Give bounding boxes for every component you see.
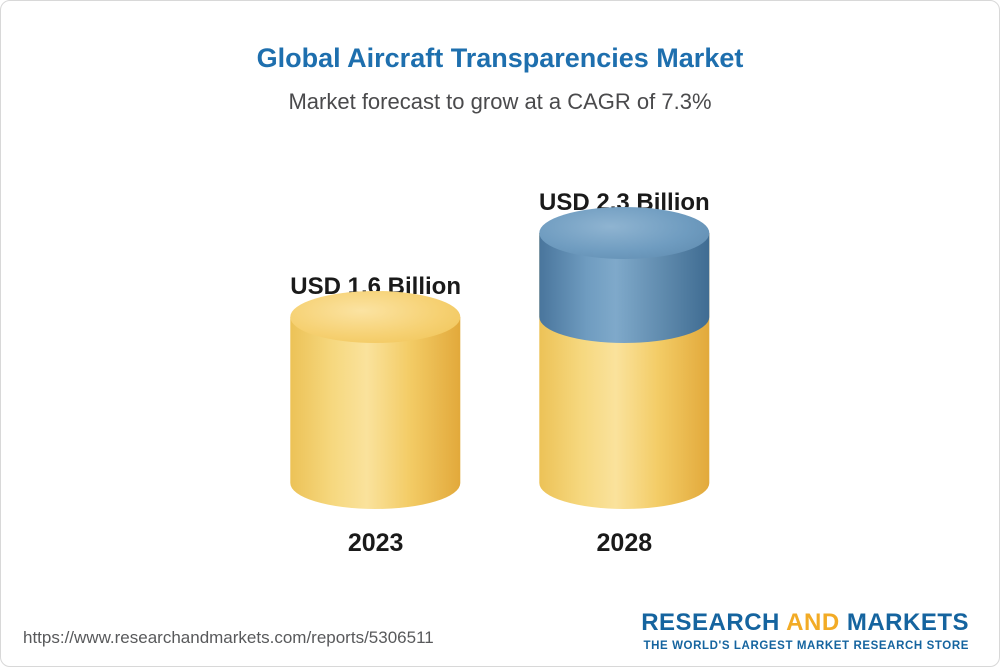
cylinder-body bbox=[290, 317, 461, 509]
bar-2028-year-label: 2028 bbox=[596, 529, 653, 557]
bar-2023-year-label: 2023 bbox=[347, 529, 404, 557]
bar-2023: USD 1.6 Billion 2023 bbox=[290, 273, 461, 558]
logo-word-and: AND bbox=[786, 609, 840, 636]
bar-2028-cylinder bbox=[539, 207, 710, 509]
page-subtitle: Market forecast to grow at a CAGR of 7.3… bbox=[288, 89, 712, 114]
bar-2028: USD 2.3 Billion 2028 bbox=[539, 189, 710, 558]
research-and-markets-logo: RESEARCH AND MARKETS THE WORLD'S LARGEST… bbox=[641, 609, 969, 652]
page-title: Global Aircraft Transparencies Market bbox=[256, 43, 744, 73]
report-url-link[interactable]: https://www.researchandmarkets.com/repor… bbox=[23, 628, 434, 647]
cylinder-body bbox=[539, 233, 710, 509]
cylinder-top-ellipse bbox=[539, 207, 710, 259]
logo-wordmark: RESEARCH AND MARKETS bbox=[641, 609, 969, 637]
cylinder-bar-chart: USD 1.6 Billion 2023 USD 2.3 Billion 202… bbox=[290, 189, 709, 558]
logo-word-research: RESEARCH bbox=[641, 609, 780, 636]
bar-2023-cylinder bbox=[290, 291, 461, 509]
logo-word-markets: MARKETS bbox=[846, 609, 969, 636]
logo-tagline: THE WORLD'S LARGEST MARKET RESEARCH STOR… bbox=[643, 640, 969, 652]
cylinder-top-ellipse bbox=[290, 291, 461, 343]
